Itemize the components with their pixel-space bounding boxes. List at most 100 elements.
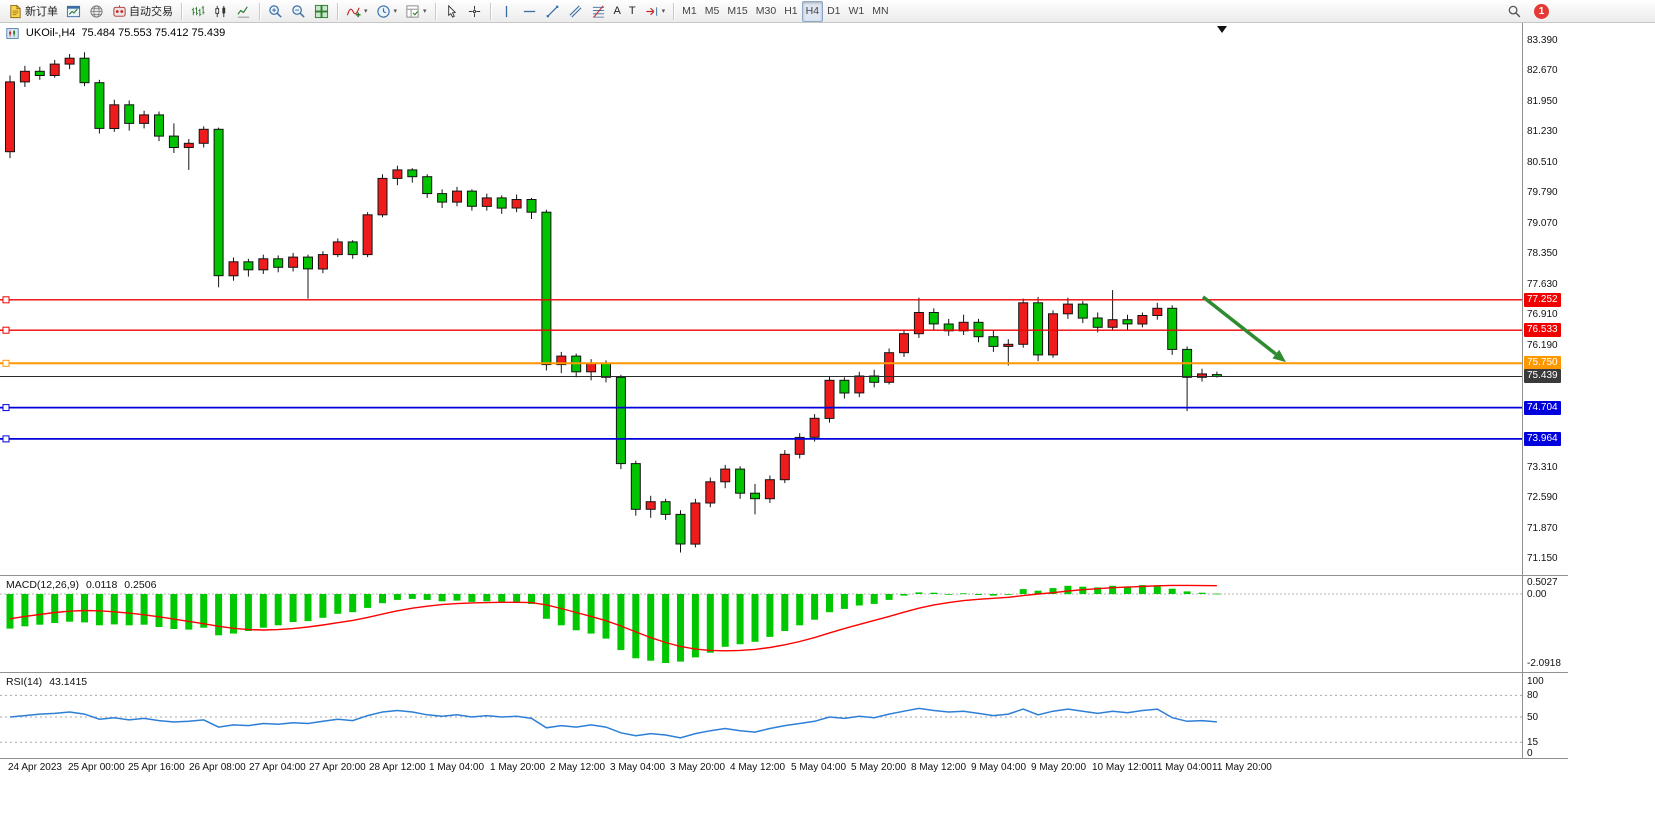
rsi-tick: 0 <box>1527 748 1533 758</box>
macd-main-value: 0.0118 <box>85 579 118 591</box>
text-label-button[interactable]: T <box>625 1 640 22</box>
text-button[interactable]: A <box>610 1 625 22</box>
time-label: 25 Apr 00:00 <box>68 762 125 773</box>
timeframe-h4-button[interactable]: H4 <box>801 0 824 22</box>
macd-axis: 0.5027 0.00 -2.0918 <box>1522 576 1568 672</box>
chevron-down-icon[interactable]: ▾ <box>364 8 368 15</box>
toolbar-separator <box>337 2 338 20</box>
periods-button[interactable]: ▾ <box>372 1 402 22</box>
bar-chart-icon <box>190 4 205 19</box>
timeframe-mn-button[interactable]: MN <box>868 1 892 22</box>
chevron-down-icon[interactable]: ▾ <box>423 8 427 15</box>
timeframe-m15-button-label: M15 <box>727 5 748 17</box>
text-label-button-label: T <box>628 5 636 17</box>
rsi-panel: RSI(14) 43.1415 100 80 50 15 0 <box>0 672 1568 758</box>
price-badge: 76.533 <box>1524 323 1561 337</box>
charts-button[interactable] <box>62 1 85 22</box>
toolbar-separator <box>673 2 675 20</box>
candlestick-chart-button[interactable] <box>209 1 232 22</box>
timeframe-m1-button-label: M1 <box>682 5 697 17</box>
channel-button[interactable] <box>564 1 587 22</box>
price-tick: 79.790 <box>1527 187 1558 198</box>
chart-ohlc-values: 75.484 75.553 75.412 75.439 <box>81 27 226 39</box>
toolbar-group-drawing-tools: A T ▾ <box>495 1 670 22</box>
timeframe-h1-button-label: H1 <box>784 5 798 17</box>
notification-badge[interactable]: 1 <box>1534 3 1549 19</box>
price-badge: 73.964 <box>1524 432 1561 446</box>
toolbar-separator <box>181 2 182 20</box>
chart-title: ▼ UKOil-,H4 75.484 75.553 75.412 75.439 <box>6 27 225 39</box>
rsi-tick: 100 <box>1527 676 1544 687</box>
macd-panel: MACD(12,26,9) 0.0118 0.2506 0.5027 0.00 -2… <box>0 575 1568 672</box>
horizontal-line-button[interactable] <box>518 1 541 22</box>
toolbar-separator <box>434 2 436 20</box>
macd-tick: 0.00 <box>1527 589 1547 600</box>
toolbar-group-chart-types <box>186 1 255 22</box>
timeframe-m1-button[interactable]: M1 <box>678 1 701 22</box>
trendline-icon <box>545 4 560 19</box>
cursor-icon <box>444 4 459 19</box>
timeframe-m15-button[interactable]: M15 <box>723 1 751 22</box>
macd-label: MACD(12,26,9) 0.0118 0.2506 <box>6 579 156 591</box>
horizontal-line-icon <box>522 4 537 19</box>
macd-signal-value: 0.2506 <box>124 579 157 591</box>
fibonacci-button[interactable] <box>587 1 610 22</box>
trendline-button[interactable] <box>541 1 564 22</box>
arrow-tools-button[interactable]: ▾ <box>640 1 670 22</box>
candlestick-chart[interactable] <box>0 23 1522 575</box>
timeframe-m30-button[interactable]: M30 <box>752 1 780 22</box>
text-button-label: A <box>613 5 621 17</box>
chevron-down-icon[interactable]: ▾ <box>393 8 398 15</box>
indicators-button[interactable]: ▾ <box>342 1 372 22</box>
tile-windows-button[interactable] <box>310 1 333 22</box>
tile-windows-icon <box>314 4 329 19</box>
autotrade-button[interactable]: 自动交易 <box>108 1 177 22</box>
timeframe-w1-button[interactable]: W1 <box>845 1 869 22</box>
price-tick: 72.590 <box>1527 492 1558 503</box>
time-label: 11 May 04:00 <box>1152 762 1212 773</box>
bar-chart-button[interactable] <box>186 1 209 22</box>
community-button[interactable] <box>85 1 108 22</box>
time-label: 1 May 04:00 <box>429 762 485 773</box>
globe-icon <box>89 4 104 19</box>
timeframe-m5-button[interactable]: M5 <box>701 1 724 22</box>
price-tick: 79.070 <box>1527 218 1558 229</box>
zoom-out-button[interactable] <box>287 1 310 22</box>
timeframe-d1-button[interactable]: D1 <box>823 1 844 22</box>
line-chart-button[interactable] <box>232 1 255 22</box>
rsi-value: 43.1415 <box>49 676 88 688</box>
autotrade-icon <box>112 4 127 19</box>
template-icon <box>405 4 420 19</box>
timeframe-m30-button-label: M30 <box>755 5 777 17</box>
time-label: 10 May 12:00 <box>1092 762 1153 773</box>
new-order-button[interactable]: 新订单 <box>4 1 62 22</box>
rsi-tick: 15 <box>1527 737 1539 748</box>
time-label: 3 May 04:00 <box>610 762 666 773</box>
time-label: 28 Apr 12:00 <box>369 762 426 773</box>
time-label: 27 Apr 04:00 <box>249 762 306 773</box>
time-label: 3 May 20:00 <box>670 762 726 773</box>
rsi-chart[interactable] <box>0 673 1522 758</box>
price-tick: 81.950 <box>1527 96 1558 107</box>
search-button[interactable] <box>1503 1 1526 22</box>
time-label: 8 May 12:00 <box>911 762 967 773</box>
time-label: 9 May 04:00 <box>971 762 1027 773</box>
time-label: 26 Apr 08:00 <box>189 762 246 773</box>
vertical-line-button[interactable] <box>495 1 518 22</box>
templates-button[interactable]: ▾ <box>401 1 431 22</box>
time-label: 1 May 20:00 <box>490 762 546 773</box>
macd-chart[interactable] <box>0 576 1522 672</box>
cursor-button[interactable] <box>440 1 463 22</box>
price-tick: 83.390 <box>1527 35 1558 46</box>
price-tick: 76.190 <box>1527 340 1558 351</box>
autotrade-button-label: 自动交易 <box>129 6 173 18</box>
zoom-in-button[interactable] <box>264 1 287 22</box>
toolbar-separator <box>259 2 260 20</box>
timeframe-h1-button[interactable]: H1 <box>780 1 801 22</box>
time-label: 4 May 12:00 <box>730 762 786 773</box>
arrow-shapes-icon <box>644 4 659 19</box>
chevron-down-icon[interactable]: ▾ <box>661 8 666 15</box>
crosshair-button[interactable] <box>463 1 486 22</box>
time-label: 11 May 20:00 <box>1212 762 1272 773</box>
